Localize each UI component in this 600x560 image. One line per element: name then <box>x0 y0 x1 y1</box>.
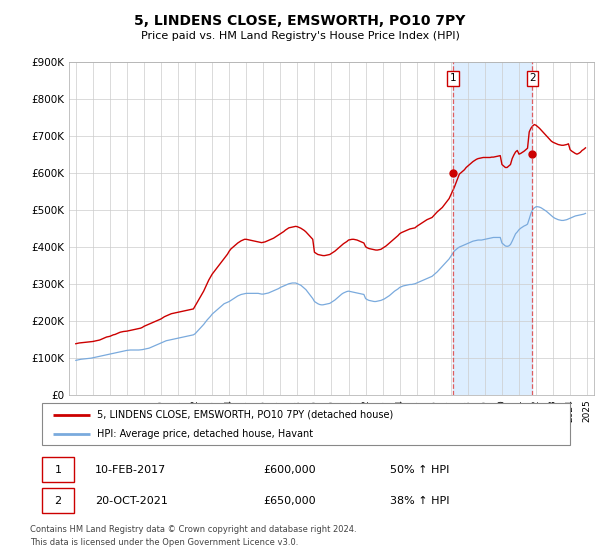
Text: 1: 1 <box>449 73 456 83</box>
Text: 5, LINDENS CLOSE, EMSWORTH, PO10 7PY: 5, LINDENS CLOSE, EMSWORTH, PO10 7PY <box>134 14 466 28</box>
Text: £650,000: £650,000 <box>264 496 316 506</box>
Text: 38% ↑ HPI: 38% ↑ HPI <box>391 496 450 506</box>
Text: 1: 1 <box>55 465 61 475</box>
Text: 2: 2 <box>54 496 61 506</box>
Text: Price paid vs. HM Land Registry's House Price Index (HPI): Price paid vs. HM Land Registry's House … <box>140 31 460 41</box>
Text: 50% ↑ HPI: 50% ↑ HPI <box>391 465 450 475</box>
Bar <box>452 62 532 395</box>
Text: Contains HM Land Registry data © Crown copyright and database right 2024.: Contains HM Land Registry data © Crown c… <box>30 525 356 534</box>
Bar <box>42 488 74 513</box>
Text: £600,000: £600,000 <box>264 465 316 475</box>
Text: This data is licensed under the Open Government Licence v3.0.: This data is licensed under the Open Gov… <box>30 538 298 547</box>
Text: 10-FEB-2017: 10-FEB-2017 <box>95 465 166 475</box>
Text: 2: 2 <box>529 73 536 83</box>
Text: 5, LINDENS CLOSE, EMSWORTH, PO10 7PY (detached house): 5, LINDENS CLOSE, EMSWORTH, PO10 7PY (de… <box>97 409 394 419</box>
Bar <box>42 458 74 482</box>
Text: 20-OCT-2021: 20-OCT-2021 <box>95 496 167 506</box>
Text: HPI: Average price, detached house, Havant: HPI: Average price, detached house, Hava… <box>97 429 314 439</box>
